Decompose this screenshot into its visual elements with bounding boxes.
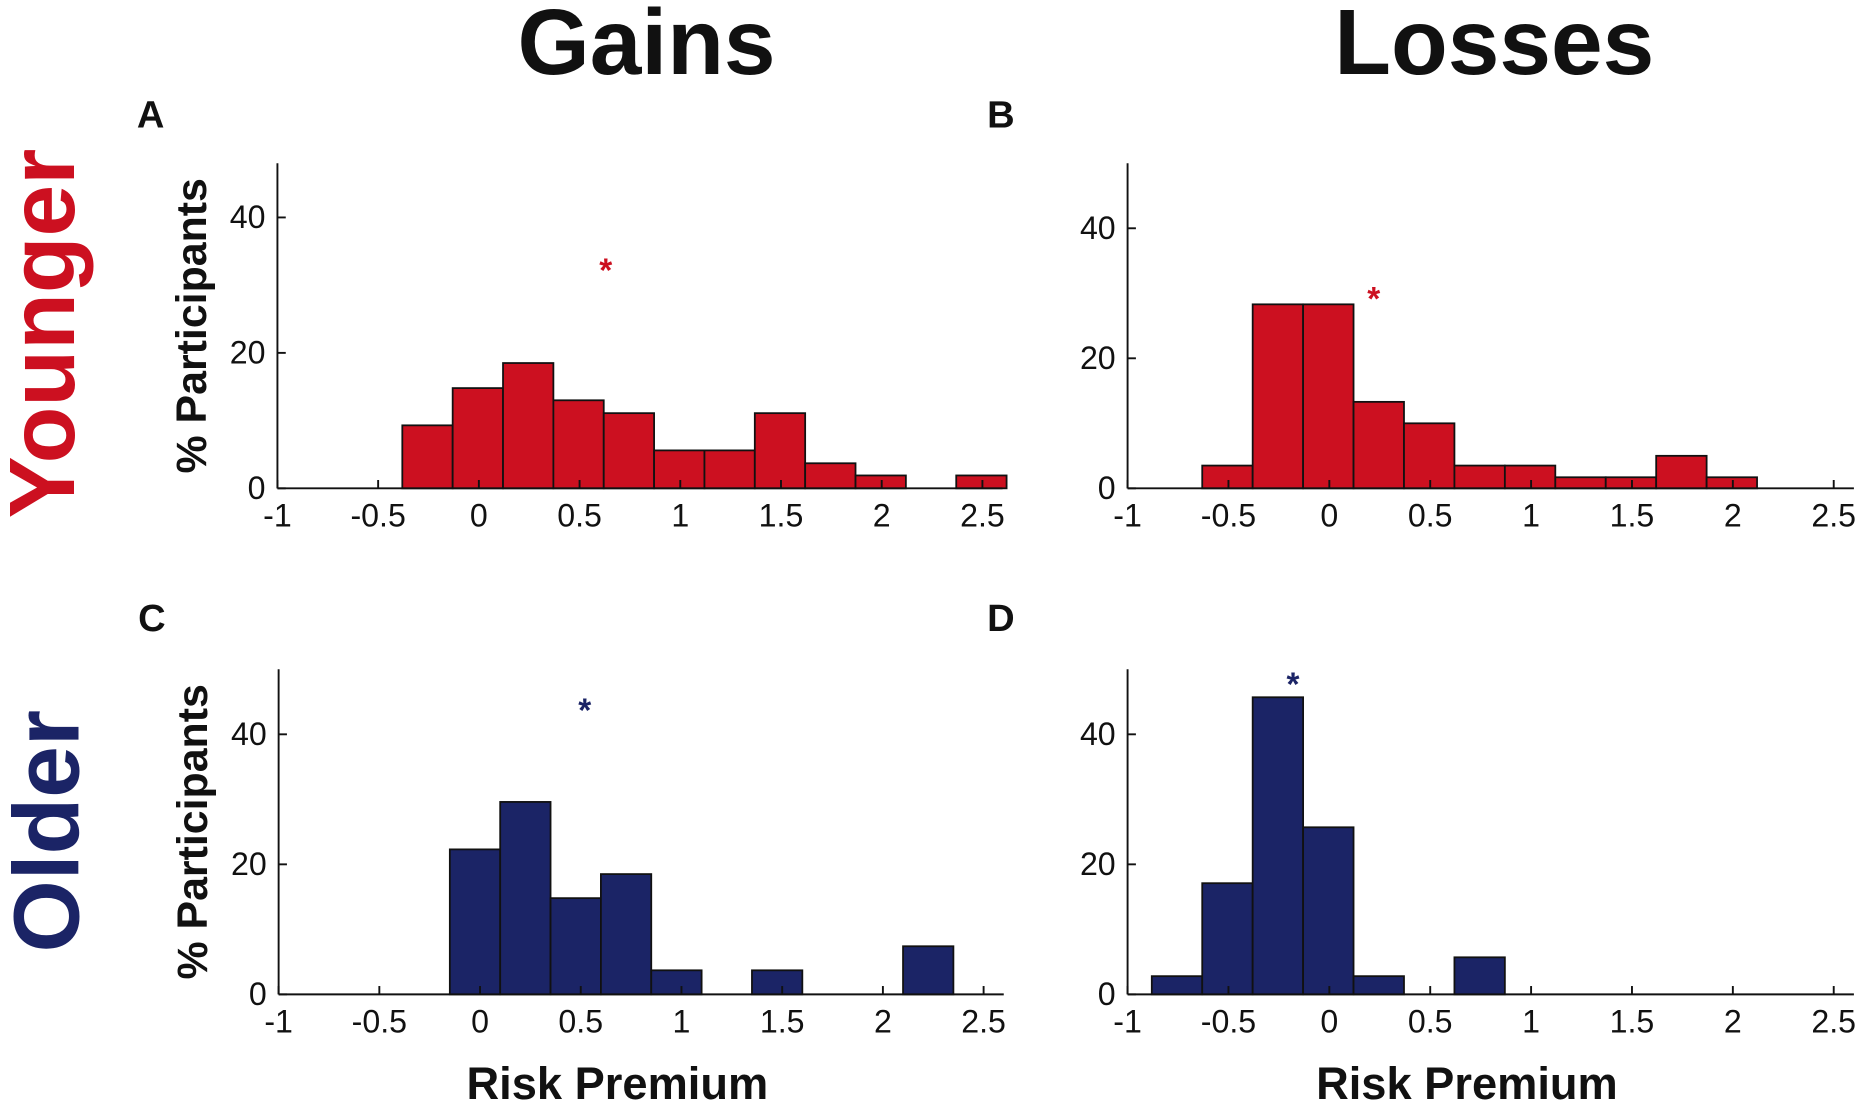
bar [653,449,706,490]
bar [1503,464,1557,490]
bar [600,873,653,996]
row-title: Older [0,710,99,953]
x-tick-label: 1.5 [759,497,804,533]
y-tick-label: 0 [249,976,267,1012]
bar [1302,826,1355,996]
bar [955,474,1008,490]
bar [448,848,502,996]
x-tick-label: 2.5 [1811,1003,1856,1039]
x-tick-label: 1 [1522,1003,1540,1039]
bar [1352,975,1405,996]
x-tick-label: 0 [1320,1003,1338,1039]
y-axis-label: % Participants [169,684,217,979]
x-tick-label: 0.5 [558,1003,603,1039]
bar [703,449,756,490]
x-tick-label: 2 [1724,1003,1742,1039]
x-tick-label: -1 [263,497,292,533]
x-tick-label: 1.5 [760,1003,805,1039]
y-tick-label: 40 [231,716,267,752]
bar [751,969,804,996]
bar [902,945,955,996]
x-tick-label: 2 [874,1003,892,1039]
x-tick-label: 0.5 [1408,497,1453,533]
bar [854,474,907,490]
bar [1453,464,1506,490]
x-tick-label: 0.5 [1408,1003,1453,1039]
panel-label: B [987,95,1015,137]
bar [1604,476,1658,490]
panel-label: A [137,95,165,137]
x-tick-label: 1 [1522,497,1540,533]
x-tick-label: 1 [673,1003,691,1039]
bar [804,462,857,490]
bar [1403,422,1456,490]
bar [1705,476,1758,490]
x-tick-label: 2.5 [960,497,1005,533]
x-tick-label: -0.5 [350,497,405,533]
y-tick-label: 20 [1080,846,1116,882]
bar [1201,464,1254,490]
bar [753,412,807,490]
significance-marker: * [578,693,591,730]
x-tick-label: 1.5 [1610,1003,1655,1039]
bar [1302,303,1355,490]
bar [1352,400,1405,490]
x-tick-label: 2.5 [961,1003,1006,1039]
bar [1655,454,1708,490]
bar [1201,882,1254,996]
y-tick-label: 0 [248,470,266,506]
significance-marker: * [599,253,612,290]
x-tick-label: -0.5 [1201,1003,1256,1039]
x-axis-label: Risk Premium [1316,1058,1618,1109]
significance-marker: * [1287,667,1300,704]
panel-label: C [138,598,166,640]
column-title: Gains [518,0,776,94]
bar [401,424,454,490]
x-tick-label: 2.5 [1811,497,1856,533]
column-title: Losses [1334,0,1654,94]
bar [1251,303,1305,490]
bar [1251,696,1305,996]
x-tick-label: 1.5 [1610,497,1655,533]
panel-label: D [987,598,1015,640]
bar [650,969,703,996]
bar [552,399,605,490]
bar [1554,476,1607,490]
x-tick-label: 1 [671,497,689,533]
x-tick-label: 2 [1724,497,1742,533]
x-axis-label: Risk Premium [467,1058,769,1109]
row-title: Younger [0,149,94,519]
bar [499,801,552,996]
y-tick-label: 0 [1098,976,1116,1012]
y-tick-label: 40 [1080,210,1116,246]
y-axis-label: % Participants [168,178,216,473]
bar [1453,956,1506,996]
x-tick-label: 0 [471,1003,489,1039]
x-tick-label: -0.5 [352,1003,407,1039]
x-tick-label: 0.5 [557,497,602,533]
x-tick-label: 0 [470,497,488,533]
y-tick-label: 20 [1080,340,1116,376]
bar [1150,975,1204,996]
x-tick-label: -1 [1113,1003,1142,1039]
y-tick-label: 40 [230,199,266,235]
x-tick-label: -1 [264,1003,293,1039]
y-tick-label: 0 [1098,470,1116,506]
x-tick-label: -1 [1113,497,1142,533]
y-tick-label: 40 [1080,716,1116,752]
bar [502,362,555,490]
y-tick-label: 20 [231,846,267,882]
x-tick-label: 2 [873,497,891,533]
y-tick-label: 20 [230,335,266,371]
bar [451,387,504,490]
significance-marker: * [1367,281,1380,318]
x-tick-label: 0 [1320,497,1338,533]
bar [549,897,602,996]
bar [602,412,655,490]
x-tick-label: -0.5 [1201,497,1256,533]
